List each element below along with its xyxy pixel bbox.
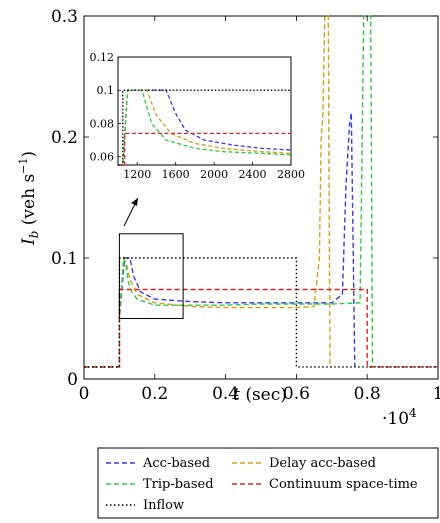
main-series [84, 15, 438, 368]
inset-series-line-inflow [118, 89, 291, 166]
zoom-region-rect [118, 233, 184, 319]
y-tick-label: 0.1 [51, 249, 78, 269]
legend-label-inflow: Inflow [143, 498, 184, 513]
inset-x-tick-label: 2800 [277, 168, 305, 181]
inset-x-tick-label: 1200 [123, 168, 151, 181]
inset-y-tick-label: 0.12 [90, 51, 115, 64]
zoom-region-box [118, 233, 184, 319]
legend: Acc-based Delay acc-based Trip-based Con… [97, 447, 439, 519]
inset-ticks: 1200 1600 2000 2400 2800 0.06 0.08 0.1 0.12 [90, 51, 306, 181]
legend-item-acc-based: Acc-based [106, 456, 210, 471]
series-line-continuum-space-time [84, 288, 438, 368]
legend-item-continuum-space-time: Continuum space-time [232, 477, 418, 492]
x-axis-title: t (sec) [233, 385, 287, 405]
legend-box [97, 447, 439, 519]
legend-label-delay-acc-based: Delay acc-based [269, 456, 376, 471]
inset-series [118, 89, 292, 166]
legend-label-trip-based: Trip-based [143, 477, 214, 492]
series-line-acc-based [84, 112, 356, 368]
main-plot: 0 0.2 0.4 0.6 0.8 1 0 0.1 0.2 0.3 [51, 7, 440, 404]
x-tick-label: 0 [79, 384, 90, 404]
series-line-inflow [84, 257, 438, 368]
x-tick-label: 0.6 [283, 384, 310, 404]
x-tick-label: 0.2 [141, 384, 168, 404]
x-tick-label: 1 [433, 384, 440, 404]
inset-series-line-continuum-space-time [118, 132, 291, 166]
y-tick-label: 0.2 [51, 128, 78, 148]
inset-series-line-trip-based [118, 89, 292, 166]
inset-x-tick-label: 1600 [162, 168, 190, 181]
plot-frame [83, 15, 439, 380]
inset-plot: 1200 1600 2000 2400 2800 0.06 0.08 0.1 0.12 [90, 51, 306, 181]
legend-item-delay-acc-based: Delay acc-based [232, 456, 376, 471]
legend-label-continuum-space-time: Continuum space-time [269, 477, 418, 492]
y-tick-label: 0 [67, 370, 78, 390]
inset-x-tick-label: 2000 [200, 168, 228, 181]
x-tick-label: 0.4 [212, 384, 239, 404]
y-axis-title: Ib (veh s−1) [17, 151, 41, 246]
inset-frame [117, 56, 292, 166]
inset-x-tick-label: 2400 [239, 168, 267, 181]
inset-y-tick-label: 0.06 [90, 151, 115, 164]
y-tick-label: 0.3 [51, 7, 78, 27]
legend-item-inflow: Inflow [106, 498, 184, 513]
main-ticks: 0 0.2 0.4 0.6 0.8 1 0 0.1 0.2 0.3 [51, 7, 440, 404]
legend-item-trip-based: Trip-based [106, 477, 214, 492]
x-axis-multiplier: ·104 [382, 406, 417, 429]
inset-y-tick-label: 0.1 [97, 84, 115, 97]
zoom-arrow-head [131, 198, 138, 206]
x-tick-label: 0.8 [354, 384, 381, 404]
inset-y-tick-label: 0.08 [90, 117, 115, 130]
legend-label-acc-based: Acc-based [142, 456, 210, 471]
